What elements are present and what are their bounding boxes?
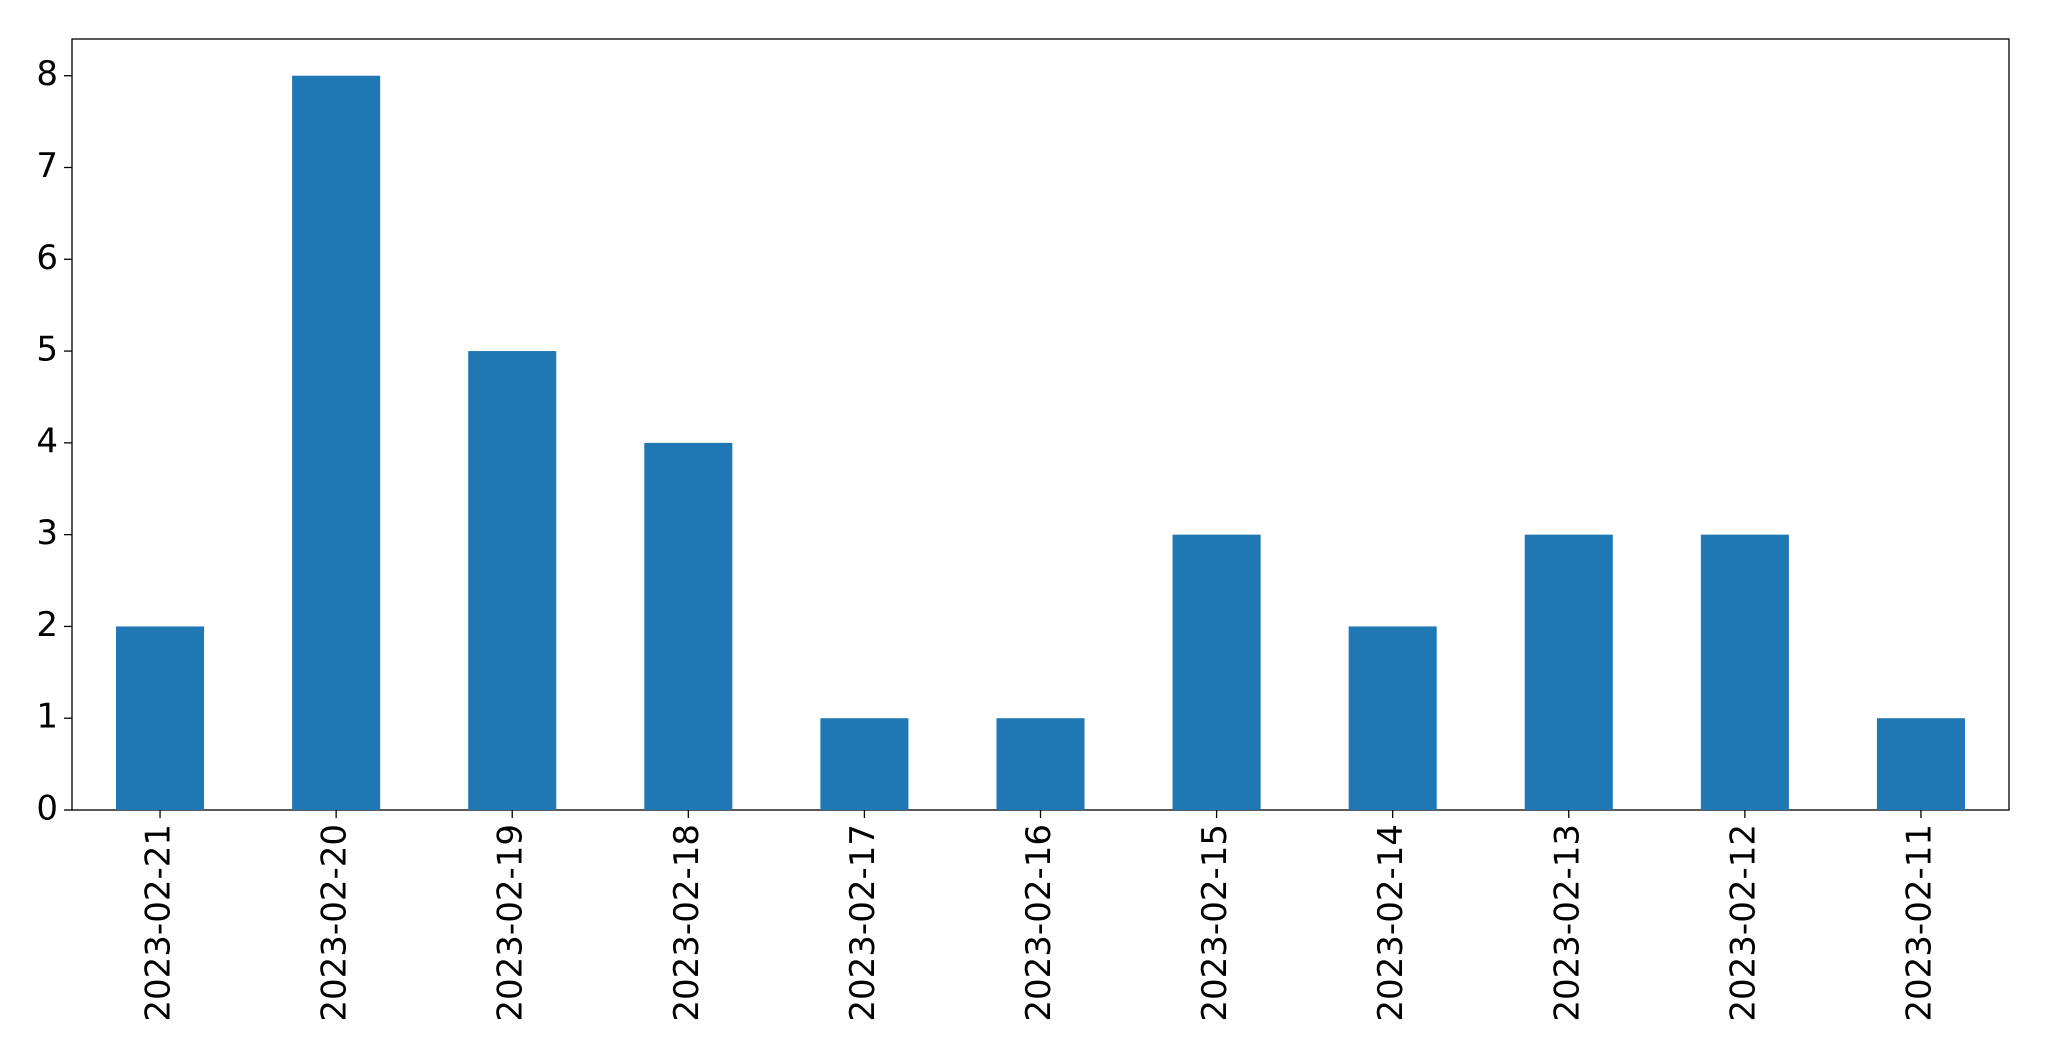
y-tick-label: 5: [36, 330, 58, 370]
y-tick-label: 3: [36, 513, 58, 553]
x-tick-label: 2023-02-16: [1019, 824, 1059, 1022]
bar: [1172, 534, 1261, 810]
x-tick-label: 2023-02-14: [1371, 824, 1411, 1022]
y-tick-label: 0: [36, 789, 58, 829]
x-tick-label: 2023-02-12: [1723, 824, 1763, 1022]
bar: [996, 718, 1085, 810]
x-tick-label: 2023-02-19: [491, 824, 531, 1022]
x-tick-label: 2023-02-21: [139, 824, 179, 1022]
bar: [292, 75, 381, 810]
y-tick-label: 4: [36, 421, 58, 461]
x-tick-label: 2023-02-11: [1899, 824, 1939, 1022]
y-tick-label: 1: [36, 697, 58, 737]
bar: [1524, 534, 1613, 810]
x-tick-label: 2023-02-20: [315, 824, 355, 1022]
bar: [468, 351, 557, 810]
x-tick-label: 2023-02-18: [667, 824, 707, 1022]
x-tick-label: 2023-02-13: [1547, 824, 1587, 1022]
bar: [644, 442, 733, 810]
bar: [1876, 718, 1965, 810]
y-tick-label: 8: [36, 54, 58, 94]
bar: [820, 718, 909, 810]
bar: [116, 626, 205, 810]
bar: [1700, 534, 1789, 810]
y-tick-label: 7: [36, 146, 58, 186]
x-tick-label: 2023-02-17: [843, 824, 883, 1022]
x-tick-label: 2023-02-15: [1195, 824, 1235, 1022]
y-tick-label: 6: [36, 238, 58, 278]
bar: [1348, 626, 1437, 810]
y-tick-label: 2: [36, 605, 58, 645]
